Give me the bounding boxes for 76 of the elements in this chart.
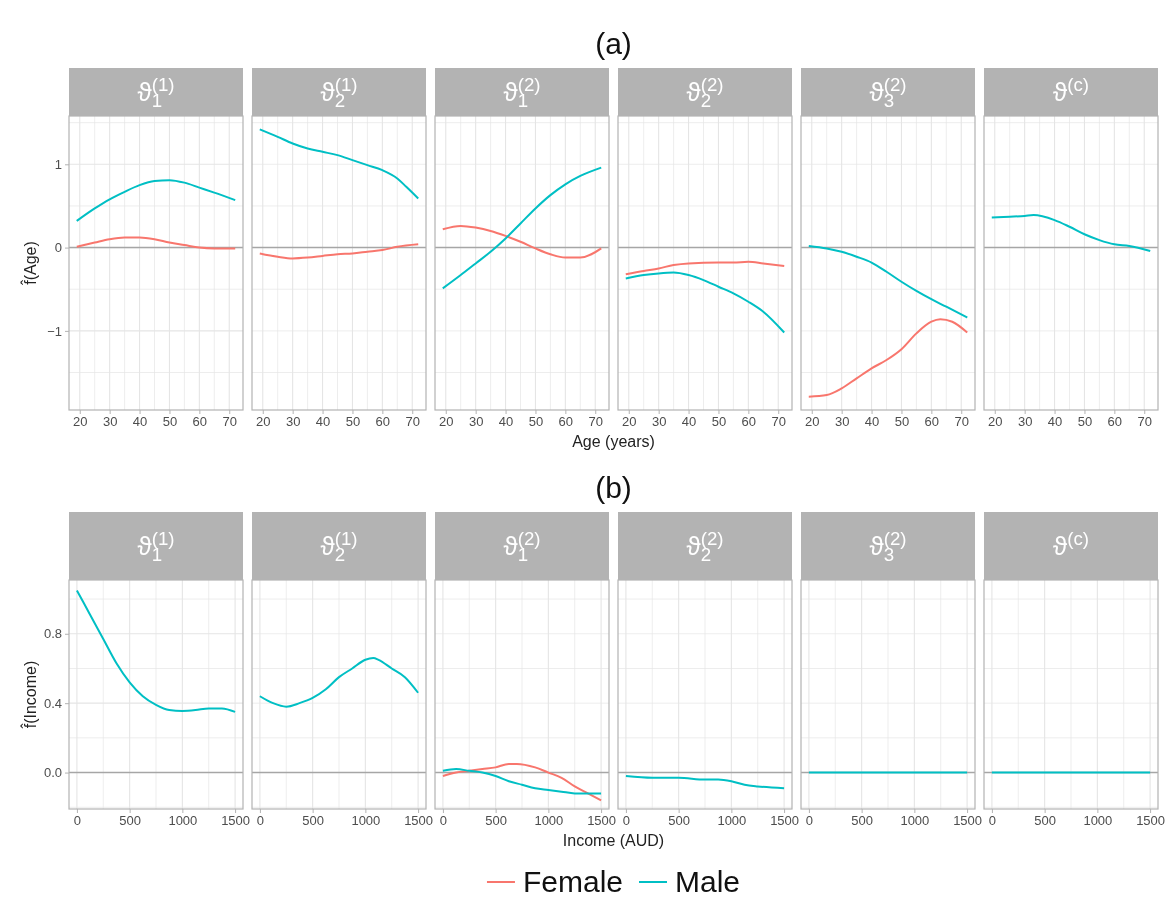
x-tick-label: 1000 <box>717 813 747 829</box>
y-tick-label: 1 <box>54 156 62 172</box>
x-tick-label: 1500 <box>1136 813 1166 829</box>
x-tick-label: 60 <box>192 414 208 430</box>
chart-title: ϑ$^{(c)}$ <box>1052 527 1090 561</box>
x-tick-label: 40 <box>681 414 697 430</box>
x-tick-label: 20 <box>439 414 454 430</box>
x-tick-label: 500 <box>851 813 873 829</box>
x-tick-label: 20 <box>256 414 271 430</box>
x-axis-title: Income (AUD) <box>562 832 665 849</box>
x-tick-label: 40 <box>132 414 148 430</box>
x-tick-label: 0 <box>73 813 82 829</box>
x-tick-label: 60 <box>924 414 940 430</box>
x-tick-label: 1500 <box>587 813 617 829</box>
x-tick-label: 50 <box>528 414 544 430</box>
x-axis-title: Age (years) <box>572 433 655 450</box>
x-tick-label: 0 <box>439 813 448 829</box>
x-tick-label: 20 <box>805 414 820 430</box>
x-tick-label: 1000 <box>351 813 381 829</box>
x-tick-label: 0 <box>622 813 631 829</box>
y-tick-label: −1 <box>47 323 62 339</box>
x-tick-label: 70 <box>222 414 237 430</box>
x-tick-label: 1500 <box>953 813 983 829</box>
y-tick-label: 0 <box>54 240 62 256</box>
y-tick-label: 0.4 <box>43 695 62 711</box>
x-tick-label: 1500 <box>770 813 800 829</box>
x-tick-label: 1000 <box>534 813 564 829</box>
y-tick-label: 0.8 <box>43 626 62 642</box>
x-tick-label: 500 <box>668 813 690 829</box>
x-tick-label: 1500 <box>404 813 434 829</box>
x-tick-label: 20 <box>73 414 88 430</box>
x-tick-label: 70 <box>1137 414 1152 430</box>
text: (b) <box>595 471 632 504</box>
x-tick-label: 60 <box>1107 414 1123 430</box>
x-tick-label: 500 <box>119 813 141 829</box>
x-tick-label: 40 <box>498 414 514 430</box>
x-tick-label: 70 <box>954 414 969 430</box>
x-tick-label: 60 <box>375 414 391 430</box>
x-tick-label: 0 <box>256 813 265 829</box>
x-tick-label: 20 <box>622 414 637 430</box>
y-axis-title: f̂(Income) <box>20 660 39 730</box>
x-tick-label: 50 <box>1077 414 1093 430</box>
x-tick-label: 50 <box>162 414 178 430</box>
x-tick-label: 1500 <box>221 813 251 829</box>
x-tick-label: 70 <box>405 414 420 430</box>
x-tick-label: 1000 <box>1083 813 1113 829</box>
y-tick-label: 0.0 <box>43 765 62 781</box>
x-tick-label: 500 <box>302 813 324 829</box>
x-tick-label: 0 <box>988 813 997 829</box>
chart-title: ϑ$^{(c)}$ <box>1052 73 1090 107</box>
x-tick-label: 40 <box>1047 414 1063 430</box>
x-tick-label: 30 <box>1017 414 1033 430</box>
x-tick-label: 50 <box>345 414 361 430</box>
x-tick-label: 70 <box>588 414 603 430</box>
x-tick-label: 20 <box>988 414 1003 430</box>
x-tick-label: 60 <box>741 414 757 430</box>
legend-label: Female <box>522 865 624 898</box>
x-tick-label: 50 <box>711 414 727 430</box>
x-tick-label: 50 <box>894 414 910 430</box>
x-tick-label: 70 <box>771 414 786 430</box>
x-tick-label: 30 <box>834 414 850 430</box>
x-tick-label: 30 <box>285 414 301 430</box>
x-tick-label: 30 <box>468 414 484 430</box>
legend-label: Male <box>675 865 741 898</box>
y-axis-title: f̂(Age) <box>20 241 39 286</box>
x-tick-label: 60 <box>558 414 574 430</box>
x-tick-label: 40 <box>864 414 880 430</box>
x-tick-label: 30 <box>651 414 667 430</box>
text: (a) <box>595 27 632 60</box>
x-tick-label: 1000 <box>168 813 198 829</box>
x-tick-label: 30 <box>102 414 118 430</box>
x-tick-label: 500 <box>1034 813 1056 829</box>
x-tick-label: 40 <box>315 414 331 430</box>
x-tick-label: 0 <box>805 813 814 829</box>
x-tick-label: 500 <box>485 813 507 829</box>
x-tick-label: 1000 <box>900 813 930 829</box>
